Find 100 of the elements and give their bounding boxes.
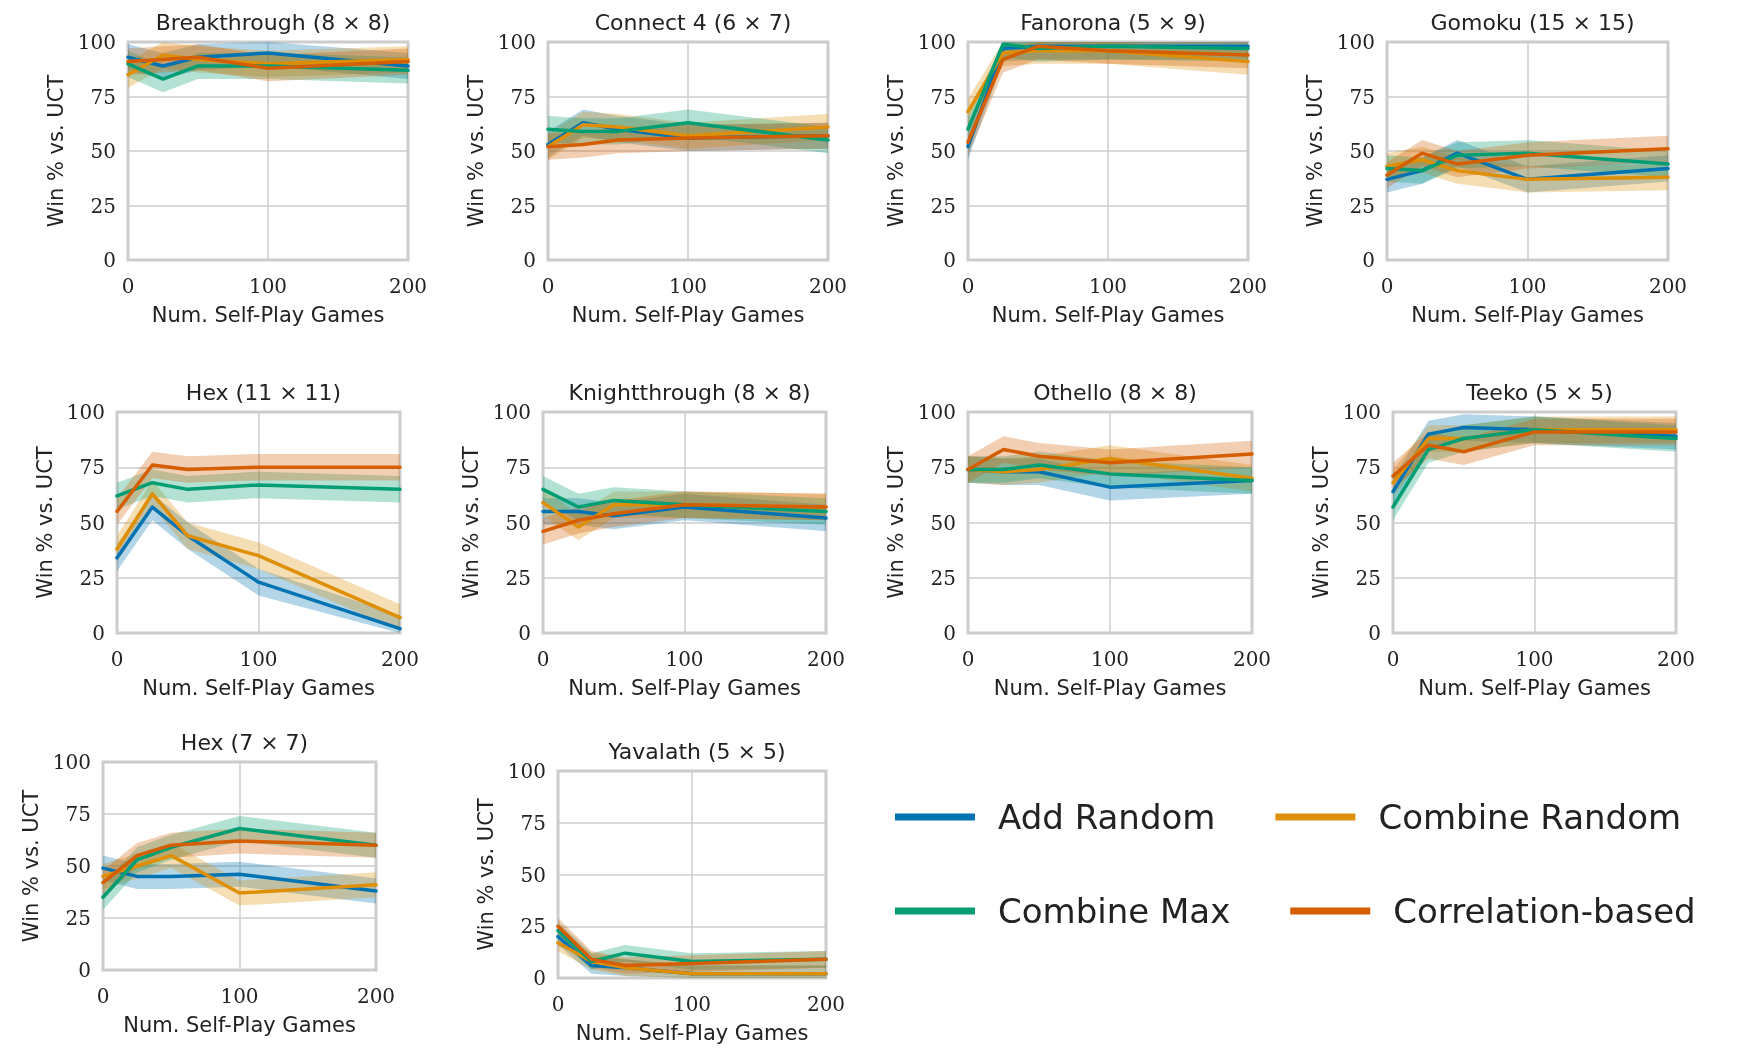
y-tick-label: 75 xyxy=(90,84,116,109)
y-tick-label: 100 xyxy=(497,30,536,54)
y-tick-label: 100 xyxy=(1336,30,1375,54)
y-tick-label: 100 xyxy=(52,750,91,774)
line-series xyxy=(115,480,402,498)
x-tick-label: 100 xyxy=(248,274,288,298)
legend-label: Combine Max xyxy=(998,891,1231,931)
y-tick-label: 100 xyxy=(507,759,546,783)
chart-title: Connect 4 (6 × 7) xyxy=(594,9,792,35)
x-tick-label: 0 xyxy=(551,992,565,1016)
line-series xyxy=(966,447,1254,472)
y-tick-label: 25 xyxy=(930,193,956,218)
chart-title: Gomoku (15 × 15) xyxy=(1430,9,1635,35)
y-axis-title: Win % vs. UCT xyxy=(463,74,488,228)
x-tick-label: 100 xyxy=(1088,274,1128,298)
x-tick-label: 200 xyxy=(1656,647,1696,671)
y-axis-title: Win % vs. UCT xyxy=(883,446,908,599)
line-series xyxy=(556,941,828,976)
x-tick-label: 100 xyxy=(1090,647,1130,671)
y-tick-label: 50 xyxy=(510,139,536,163)
line-series xyxy=(1391,430,1678,478)
y-tick-label: 25 xyxy=(79,565,105,590)
y-tick-label: 75 xyxy=(79,455,105,480)
line-series xyxy=(126,55,410,70)
line-series xyxy=(541,505,828,520)
x-tick-label: 200 xyxy=(1232,647,1272,671)
y-tick-label: 100 xyxy=(917,400,956,424)
x-tick-label: 0 xyxy=(121,274,135,298)
y-axis-title: Win % vs. UCT xyxy=(18,789,43,943)
x-axis-title: Num. Self-Play Games xyxy=(1418,675,1651,700)
x-tick-label: 200 xyxy=(388,274,428,298)
line-series xyxy=(546,120,830,142)
y-tick-label: 100 xyxy=(1342,400,1381,424)
y-tick-label: 25 xyxy=(930,565,956,590)
y-tick-label: 100 xyxy=(77,30,116,54)
y-tick-label: 50 xyxy=(1349,139,1375,163)
x-tick-label: 0 xyxy=(961,647,975,671)
y-tick-label: 0 xyxy=(103,248,116,272)
y-tick-label: 75 xyxy=(930,455,956,480)
y-axis-title: Win % vs. UCT xyxy=(883,74,908,228)
y-tick-label: 25 xyxy=(1349,193,1375,218)
chart-title: Hex (11 × 11) xyxy=(185,379,342,405)
y-tick-label: 0 xyxy=(78,958,91,982)
y-axis-title: Win % vs. UCT xyxy=(473,798,498,951)
y-tick-label: 75 xyxy=(1349,84,1375,109)
line-series xyxy=(101,853,378,895)
y-axis-title: Win % vs. UCT xyxy=(1302,74,1327,228)
x-tick-label: 100 xyxy=(220,984,259,1008)
x-tick-label: 0 xyxy=(1386,647,1400,671)
chart-title: Fanorona (5 × 9) xyxy=(1020,9,1206,35)
y-tick-label: 0 xyxy=(533,966,546,990)
x-axis-title: Num. Self-Play Games xyxy=(123,1012,356,1037)
x-tick-label: 200 xyxy=(356,984,396,1008)
legend-label: Add Random xyxy=(998,797,1216,837)
y-tick-label: 50 xyxy=(930,139,956,163)
y-tick-label: 25 xyxy=(1355,565,1381,590)
y-tick-label: 75 xyxy=(510,84,536,109)
y-tick-label: 50 xyxy=(1355,510,1381,535)
y-tick-label: 50 xyxy=(90,139,116,163)
x-tick-label: 0 xyxy=(961,274,975,298)
x-axis-title: Num. Self-Play Games xyxy=(993,675,1227,700)
x-axis-title: Num. Self-Play Games xyxy=(991,302,1225,327)
y-tick-label: 25 xyxy=(65,906,91,930)
y-tick-label: 100 xyxy=(66,400,105,424)
chart-title: Knightthrough (8 × 8) xyxy=(568,379,811,405)
y-tick-label: 100 xyxy=(917,30,956,54)
x-tick-label: 100 xyxy=(668,274,708,298)
y-tick-label: 50 xyxy=(930,510,956,535)
y-tick-label: 75 xyxy=(65,802,91,826)
x-tick-label: 200 xyxy=(808,274,848,298)
y-axis-title: Win % vs. UCT xyxy=(1308,446,1333,599)
chart-title: Hex (7 × 7) xyxy=(180,729,309,755)
chart-title: Othello (8 × 8) xyxy=(1033,379,1197,405)
y-tick-label: 25 xyxy=(520,914,546,939)
chart-title: Breakthrough (8 × 8) xyxy=(155,9,391,35)
line-series xyxy=(541,503,828,534)
x-tick-label: 100 xyxy=(1508,274,1547,298)
x-tick-label: 200 xyxy=(806,992,846,1016)
y-axis-title: Win % vs. UCT xyxy=(43,74,68,228)
chart-title: Yavalath (5 × 5) xyxy=(607,738,786,764)
line-series xyxy=(115,463,402,514)
y-axis-title: Win % vs. UCT xyxy=(32,446,57,599)
x-axis-title: Num. Self-Play Games xyxy=(142,675,375,700)
y-tick-label: 0 xyxy=(1362,248,1375,272)
x-tick-label: 100 xyxy=(672,992,712,1016)
y-tick-label: 0 xyxy=(1368,621,1381,645)
legend-label: Correlation-based xyxy=(1393,891,1696,931)
y-tick-label: 0 xyxy=(943,621,956,645)
x-tick-label: 200 xyxy=(1228,274,1268,298)
line-series xyxy=(546,133,830,149)
y-tick-label: 25 xyxy=(505,565,531,590)
x-tick-label: 100 xyxy=(239,647,278,671)
y-tick-label: 0 xyxy=(92,621,105,645)
chart-title: Teeko (5 × 5) xyxy=(1465,379,1613,405)
line-series xyxy=(101,839,378,885)
y-tick-label: 25 xyxy=(510,193,536,218)
x-tick-label: 100 xyxy=(1515,647,1554,671)
x-axis-title: Num. Self-Play Games xyxy=(1411,302,1644,327)
x-tick-label: 200 xyxy=(380,647,420,671)
y-tick-label: 0 xyxy=(518,621,531,645)
